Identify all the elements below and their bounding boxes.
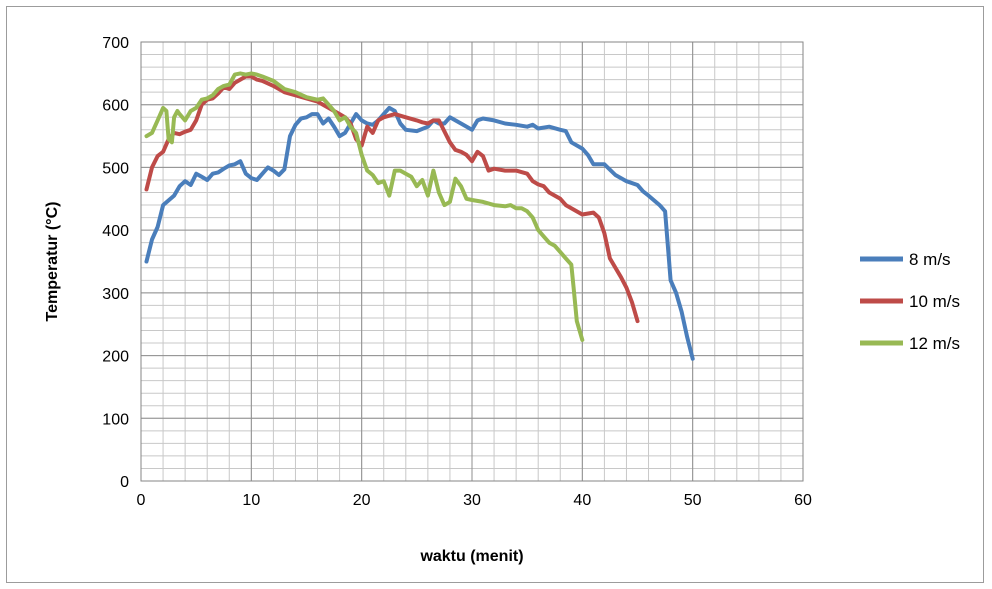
legend-label-2: 10 m/s <box>909 292 960 311</box>
series-line-3 <box>147 73 583 340</box>
x-tick-label: 40 <box>573 492 591 509</box>
x-tick-label: 60 <box>794 492 812 509</box>
legend: 8 m/s 10 m/s 12 m/s <box>860 250 960 353</box>
x-axis-title: waktu (menit) <box>419 548 523 565</box>
y-tick-label: 700 <box>102 35 129 52</box>
series-line-2 <box>147 77 638 322</box>
major-grid <box>141 42 803 481</box>
y-tick-label: 400 <box>102 223 129 240</box>
y-axis-tick-labels: 0 100 200 300 400 500 600 700 <box>102 35 129 491</box>
y-tick-label: 100 <box>102 411 129 428</box>
y-axis-title: Temperatur (°C) <box>44 202 61 322</box>
legend-label-1: 8 m/s <box>909 250 951 269</box>
y-tick-label: 500 <box>102 160 129 177</box>
y-tick-label: 200 <box>102 349 129 366</box>
x-tick-label: 20 <box>353 492 371 509</box>
x-tick-label: 50 <box>684 492 702 509</box>
legend-label-3: 12 m/s <box>909 334 960 353</box>
x-tick-label: 0 <box>137 492 146 509</box>
x-tick-label: 30 <box>463 492 481 509</box>
x-tick-label: 10 <box>242 492 260 509</box>
series-lines <box>147 73 693 358</box>
y-tick-label: 0 <box>120 474 129 491</box>
y-tick-label: 300 <box>102 286 129 303</box>
x-axis-tick-labels: 0 10 20 30 40 50 60 <box>137 492 812 509</box>
series-line-1 <box>147 108 693 359</box>
y-tick-label: 600 <box>102 98 129 115</box>
